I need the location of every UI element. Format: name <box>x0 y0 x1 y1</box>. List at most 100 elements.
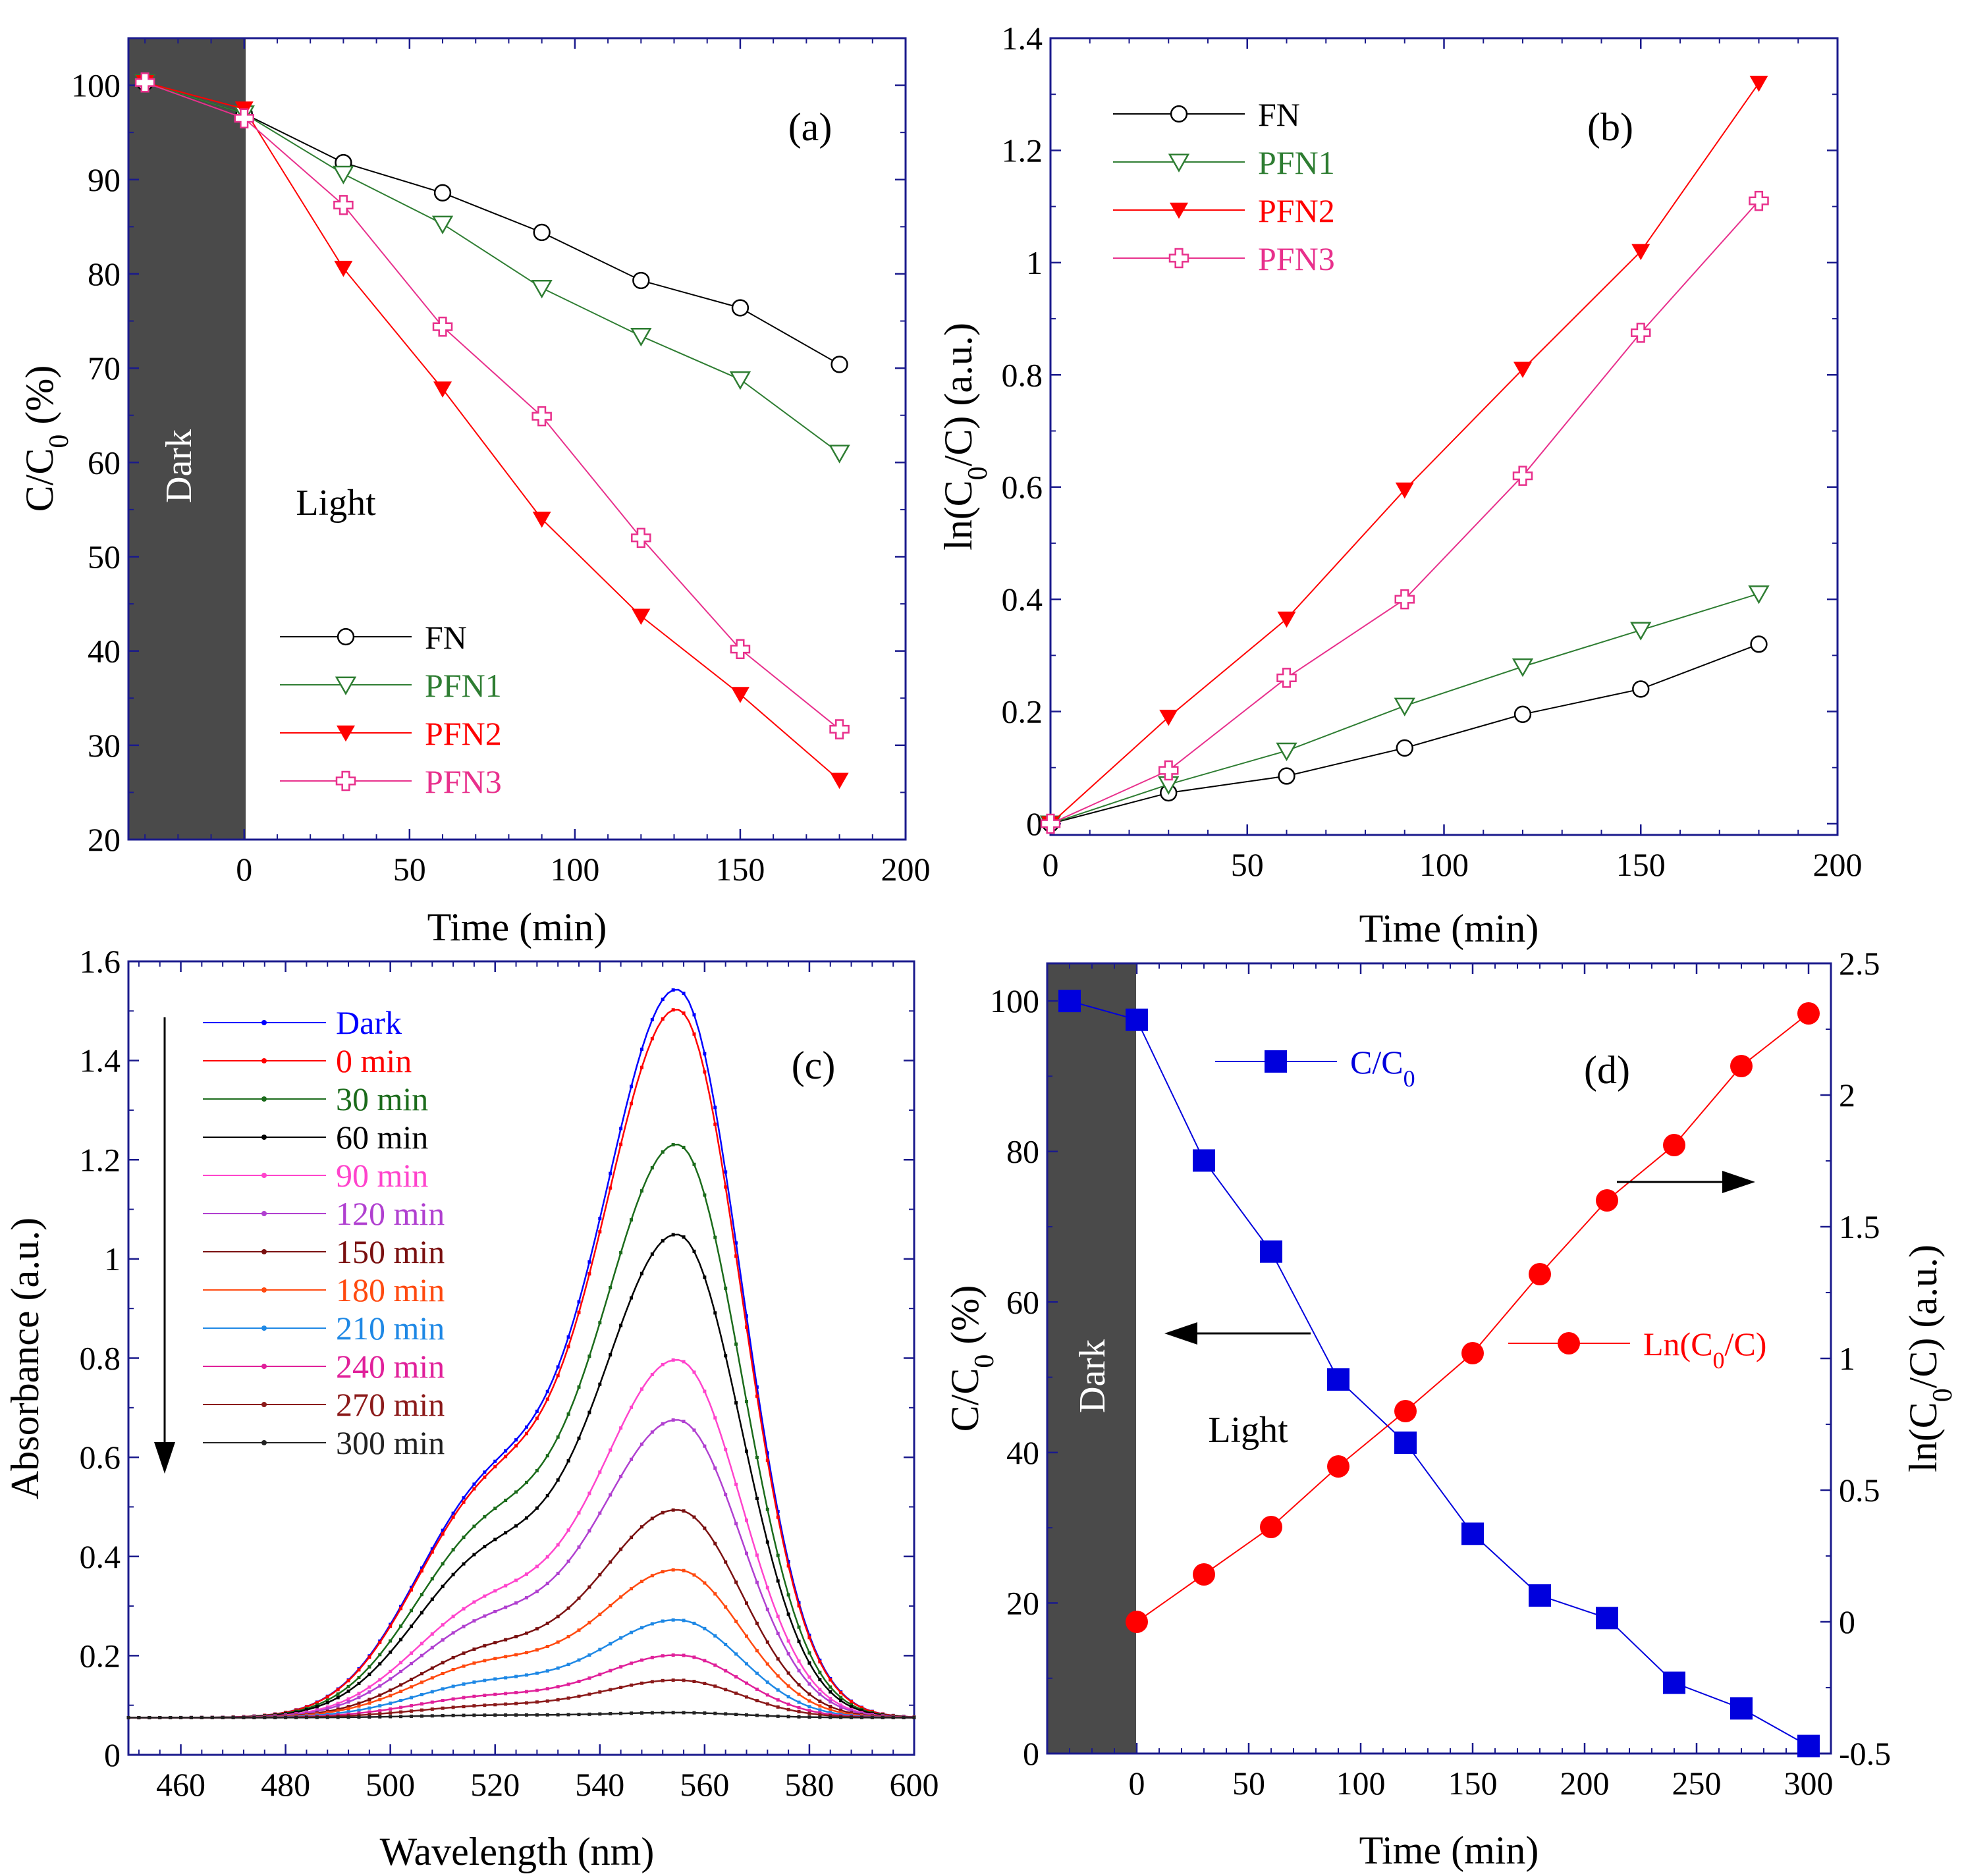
spectrum-point <box>671 1008 675 1012</box>
spectrum-point <box>640 1065 643 1069</box>
spectrum-point <box>850 1700 854 1703</box>
y-tick-label: 0.4 <box>80 1538 121 1575</box>
data-point <box>831 356 848 373</box>
spectrum-point <box>472 1648 476 1651</box>
spectrum-point <box>378 1698 382 1702</box>
spectrum-point <box>545 1397 549 1401</box>
spectrum-point <box>786 1612 790 1616</box>
spectrum-point <box>713 1106 717 1110</box>
y-tick-label: 70 <box>88 350 121 387</box>
spectrum-point <box>912 1716 916 1720</box>
data-point <box>334 261 353 277</box>
legend-item: 210 min <box>203 1310 445 1347</box>
spectrum-point <box>368 1685 371 1689</box>
spectrum-point <box>483 1659 487 1663</box>
data-point <box>234 108 254 128</box>
spectrum-point <box>524 1480 528 1484</box>
spectrum-point <box>535 1688 539 1692</box>
data-point <box>1596 1189 1618 1212</box>
spectrum-point <box>640 1658 643 1662</box>
spectrum-point <box>451 1655 455 1659</box>
spectrum-point <box>577 1596 581 1600</box>
spectrum-point <box>535 1700 539 1704</box>
spectrum-point <box>483 1678 487 1682</box>
legend-label: 180 min <box>336 1272 445 1308</box>
spectrum-point <box>566 1528 570 1532</box>
spectrum-point <box>148 1716 151 1720</box>
spectrum-point <box>713 1684 717 1688</box>
spectrum-point <box>650 1372 654 1376</box>
y-tick-label: 30 <box>88 727 121 764</box>
data-point <box>1126 1008 1148 1031</box>
spectrum-point <box>650 1166 654 1169</box>
spectrum-point <box>839 1711 843 1715</box>
data-point <box>730 687 749 703</box>
spectrum-point <box>587 1653 591 1657</box>
legend-marker <box>261 1249 267 1254</box>
spectrum-point <box>650 1655 654 1659</box>
spectrum-point <box>682 1509 686 1513</box>
legend-item: 120 min <box>203 1195 445 1232</box>
spectrum-point <box>472 1694 476 1698</box>
spectrum-point <box>556 1666 560 1670</box>
data-point <box>1750 635 1768 653</box>
spectrum-point <box>786 1684 790 1688</box>
legend: FN PFN1 PFN2 PFN3 <box>280 619 502 800</box>
spectrum-point <box>524 1673 528 1677</box>
spectrum-point <box>577 1694 581 1698</box>
spectrum-point <box>619 1426 623 1430</box>
spectrum-point <box>420 1708 423 1712</box>
spectrum-point <box>671 1418 675 1422</box>
spectrum-point <box>504 1655 508 1659</box>
spectrum-point <box>409 1677 413 1681</box>
data-point <box>1260 1240 1282 1263</box>
spectrum-point <box>609 1285 613 1289</box>
spectrum-point <box>724 1354 728 1358</box>
spectrum-point <box>640 1048 643 1052</box>
spectrum-point <box>514 1490 518 1494</box>
legend-label: Ln(C0/C) <box>1643 1326 1766 1374</box>
spectrum-point <box>692 1621 696 1625</box>
spectrum-point <box>462 1496 466 1500</box>
legend-item: 180 min <box>203 1272 445 1308</box>
spectrum-point <box>776 1705 780 1709</box>
spectrum-point <box>755 1649 759 1653</box>
spectrum-point <box>441 1661 445 1665</box>
spectrum-point <box>441 1532 445 1536</box>
spectrum-point <box>566 1335 570 1339</box>
spectrum-point <box>556 1543 560 1547</box>
spectrum-point <box>807 1636 811 1640</box>
spectrum-point <box>556 1365 560 1369</box>
spectrum-point <box>587 1354 591 1358</box>
legend-label: 30 min <box>336 1081 428 1117</box>
spectrum-point <box>703 1070 707 1074</box>
data-point <box>333 165 354 184</box>
spectrum-point <box>545 1687 549 1691</box>
spectrum-point <box>797 1710 801 1714</box>
spectrum-point <box>734 1713 738 1717</box>
y-tick-label: 1.2 <box>80 1141 121 1178</box>
data-point <box>1276 668 1297 688</box>
spectrum-point <box>609 1669 613 1673</box>
legend-marker <box>261 1173 267 1178</box>
spectrum-point <box>609 1186 613 1190</box>
spectrum-point <box>399 1698 403 1702</box>
series-c-c0 <box>1058 990 1820 1757</box>
spectrum-point <box>807 1661 811 1665</box>
spectrum-point <box>535 1416 539 1420</box>
legend-marker <box>261 1326 267 1331</box>
spectrum-point <box>158 1716 162 1720</box>
spectrum-point <box>682 1235 686 1239</box>
spectrum-point <box>703 1581 707 1585</box>
spectrum-point <box>755 1553 759 1557</box>
x-axis-label: Time (min) <box>1359 1829 1539 1872</box>
legend-label: 210 min <box>336 1310 445 1347</box>
spectrum-point <box>734 1691 738 1695</box>
legend-label: PFN2 <box>1258 192 1335 229</box>
x-tick-label: 100 <box>550 851 599 888</box>
spectrum-point <box>724 1185 728 1189</box>
spectrum-point <box>682 1420 686 1424</box>
spectrum-point <box>744 1314 748 1318</box>
spectrum-point <box>650 1017 654 1021</box>
spectrum-point <box>776 1510 780 1514</box>
